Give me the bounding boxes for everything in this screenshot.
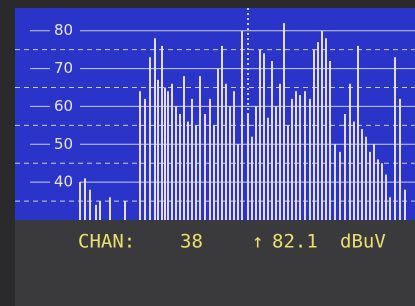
y-tick-label: 80 xyxy=(54,21,73,39)
channel-value: 38 xyxy=(180,231,203,253)
channel-label: CHAN: xyxy=(78,231,135,253)
y-tick-label: 60 xyxy=(54,97,73,115)
level-unit: dBuV xyxy=(340,231,386,253)
analyzer-screen: 80 70 60 50 40 CHAN: 38 ↑ 82.1 dBuV xyxy=(0,0,415,306)
y-tick-label: 70 xyxy=(54,59,73,77)
cursor-marker: ↑ xyxy=(252,231,263,253)
level-value: 82.1 xyxy=(272,231,318,253)
y-tick-label: 50 xyxy=(54,135,73,153)
y-tick-label: 40 xyxy=(54,173,73,191)
